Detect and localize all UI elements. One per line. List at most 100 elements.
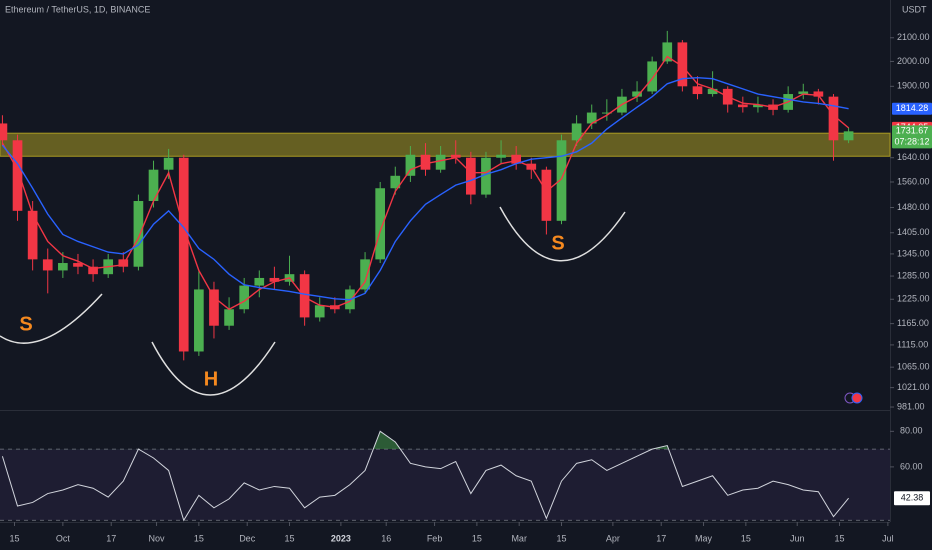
candle-body (647, 61, 657, 92)
candle-body (435, 154, 446, 170)
candle-body (42, 259, 53, 271)
countdown: 07:28:12 (894, 137, 929, 147)
candle-body (405, 154, 416, 176)
candle-body (556, 140, 567, 221)
x-tick-label: 15 (556, 533, 566, 543)
candle-body (390, 175, 401, 189)
x-tick-label: 15 (835, 533, 845, 543)
pattern-arc (0, 293, 103, 344)
candle-body (828, 96, 839, 141)
pattern-arc (151, 341, 276, 396)
candle-body (571, 123, 582, 141)
y-tick-label: 80.00 (900, 426, 923, 436)
axis-unit: USDT (902, 4, 927, 14)
x-tick-label: Nov (149, 533, 166, 543)
y-tick-label: 2000.00 (897, 56, 930, 66)
x-tick-label: May (695, 533, 713, 543)
candle-body (420, 154, 431, 170)
candle-body (163, 157, 174, 170)
pattern-arc (499, 206, 626, 262)
y-tick-label: 981.00 (897, 401, 925, 411)
y-tick-label: 1115.00 (897, 339, 928, 349)
x-tick-label: Feb (427, 533, 443, 543)
candle-body (314, 305, 325, 318)
rsi-tag-bg (894, 491, 930, 506)
y-tick-label: 1225.00 (897, 294, 930, 304)
candle-body (299, 274, 310, 318)
y-tick-label: 60.00 (900, 461, 923, 471)
y-tick-label: 1065.00 (897, 362, 930, 372)
ma-price-tag-bg (892, 102, 932, 115)
rsi-line (1, 430, 849, 522)
x-tick-label: 17 (106, 533, 116, 543)
candle-body (753, 104, 763, 108)
x-tick-label: 15 (472, 533, 482, 543)
y-tick-label: 1405.00 (897, 227, 930, 237)
candle-body (0, 123, 8, 141)
x-tick-label: 16 (381, 533, 391, 543)
x-tick-label: 15 (194, 533, 204, 543)
candle-body (194, 289, 204, 352)
candle-body (511, 154, 522, 164)
x-tick-label: 15 (9, 533, 19, 543)
annotation: H (204, 368, 218, 390)
candle-body (466, 157, 476, 195)
candle-body (239, 285, 250, 310)
y-tick-label: 1560.00 (897, 176, 930, 186)
candle-body (360, 259, 370, 290)
candle-body (481, 157, 491, 195)
chart-title: Ethereum / TetherUS, 1D, BINANCE (5, 4, 150, 14)
x-tick-label: 17 (656, 533, 666, 543)
candle-body (27, 210, 38, 260)
candle-body (496, 154, 506, 158)
x-tick-label: Jul (882, 533, 894, 543)
candle-body (88, 266, 98, 275)
x-tick-label: Mar (511, 533, 527, 543)
moving-average (1, 77, 849, 301)
candle-body (707, 88, 718, 95)
candle-body (450, 154, 461, 158)
x-tick-label: Dec (239, 533, 256, 543)
candle-body (586, 112, 597, 124)
candle-body (737, 104, 748, 108)
rsi-band (0, 449, 890, 521)
candle-body (813, 91, 824, 97)
candle-body (692, 86, 703, 95)
last-price-tag: 1731.67 (896, 126, 929, 136)
candle-body (662, 42, 673, 62)
candle-body (73, 263, 83, 267)
candle-body (12, 140, 23, 211)
candle-body (798, 91, 809, 95)
candle-body (269, 277, 280, 282)
y-tick-label: 1285.00 (897, 270, 930, 280)
candle-body (254, 277, 265, 286)
y-tick-label: 1345.00 (897, 248, 930, 258)
moving-average (1, 55, 850, 311)
candle-body (133, 201, 144, 267)
candle-body (209, 289, 219, 326)
y-tick-label: 1640.00 (897, 152, 930, 162)
candle-body (178, 157, 189, 352)
x-tick-label: Jun (790, 533, 805, 543)
candle-body (148, 169, 159, 202)
candle-body (677, 42, 688, 87)
annotation: S (551, 232, 564, 254)
y-tick-label: 1480.00 (897, 202, 930, 212)
x-tick-label: 2023 (331, 533, 351, 543)
x-tick-label: 15 (741, 533, 751, 543)
support-zone (0, 132, 891, 157)
x-tick-label: 15 (285, 533, 295, 543)
y-tick-label: 1021.00 (897, 382, 930, 392)
candle-body (224, 309, 234, 326)
last-price-bg (892, 125, 932, 149)
annotation: S (19, 313, 32, 335)
candle-body (843, 131, 854, 141)
y-tick-label: 2100.00 (897, 32, 930, 42)
x-tick-label: Oct (56, 533, 71, 543)
event-icon[interactable] (851, 392, 863, 404)
candle-body (541, 169, 552, 221)
candle-body (601, 112, 612, 114)
ma-price-tag: 1814.28 (896, 103, 929, 113)
